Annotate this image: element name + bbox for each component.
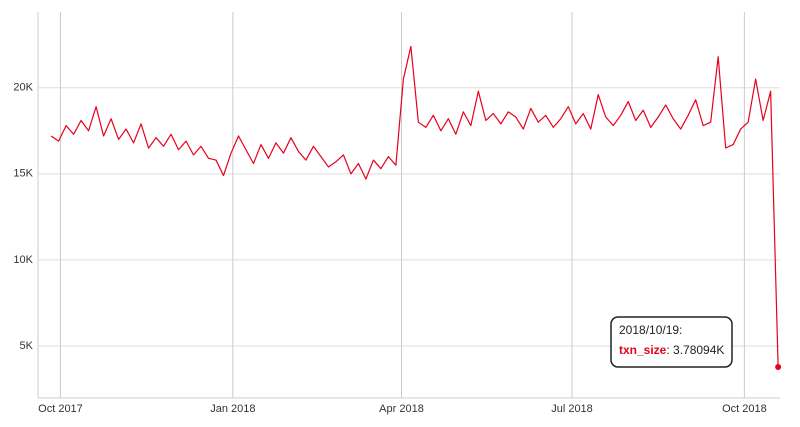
x-tick-label: Oct 2017 [38,403,83,415]
tooltip: 2018/10/19: txn_size: 3.78094K [610,316,733,368]
y-tick-label: 10K [13,254,33,266]
tooltip-box [610,316,733,368]
y-tick-label: 5K [20,340,34,352]
plot [50,45,782,370]
x-tick-label: Jul 2018 [551,403,593,415]
x-tick-label: Apr 2018 [379,403,424,415]
x-tick-label: Jan 2018 [210,403,255,415]
tooltip-series: txn_size [619,343,667,357]
tooltip-value: : 3.78094K [666,343,724,357]
y-tick-label: 15K [13,168,33,180]
tooltip-line: txn_size: 3.78094K [619,343,724,357]
x-tick-label: Oct 2018 [722,403,767,415]
y-tick-label: 20K [13,82,33,94]
tooltip-title: 2018/10/19: [619,323,682,337]
hover-point [775,363,782,370]
line [50,45,779,368]
grid: 5K 10K 15K 20K Oct 2017 Jan 2018 Apr 2018 Jul 2… [13,12,780,415]
